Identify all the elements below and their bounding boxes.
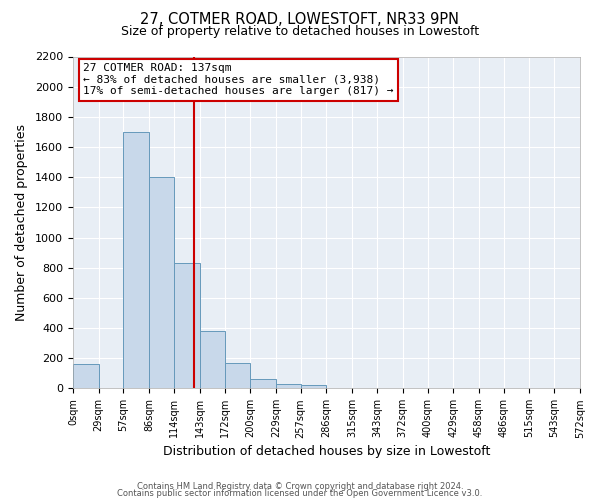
X-axis label: Distribution of detached houses by size in Lowestoft: Distribution of detached houses by size …	[163, 444, 490, 458]
Bar	[174, 263, 200, 388]
Bar	[200, 331, 226, 388]
Bar	[276, 384, 301, 388]
Text: Size of property relative to detached houses in Lowestoft: Size of property relative to detached ho…	[121, 25, 479, 38]
Bar	[124, 132, 149, 388]
Text: 27, COTMER ROAD, LOWESTOFT, NR33 9PN: 27, COTMER ROAD, LOWESTOFT, NR33 9PN	[140, 12, 460, 28]
Text: 27 COTMER ROAD: 137sqm
← 83% of detached houses are smaller (3,938)
17% of semi-: 27 COTMER ROAD: 137sqm ← 83% of detached…	[83, 63, 394, 96]
Bar	[149, 177, 174, 388]
Bar	[301, 384, 326, 388]
Text: Contains public sector information licensed under the Open Government Licence v3: Contains public sector information licen…	[118, 489, 482, 498]
Bar	[250, 378, 276, 388]
Bar	[73, 364, 98, 388]
Text: Contains HM Land Registry data © Crown copyright and database right 2024.: Contains HM Land Registry data © Crown c…	[137, 482, 463, 491]
Bar	[226, 364, 250, 388]
Y-axis label: Number of detached properties: Number of detached properties	[15, 124, 28, 321]
